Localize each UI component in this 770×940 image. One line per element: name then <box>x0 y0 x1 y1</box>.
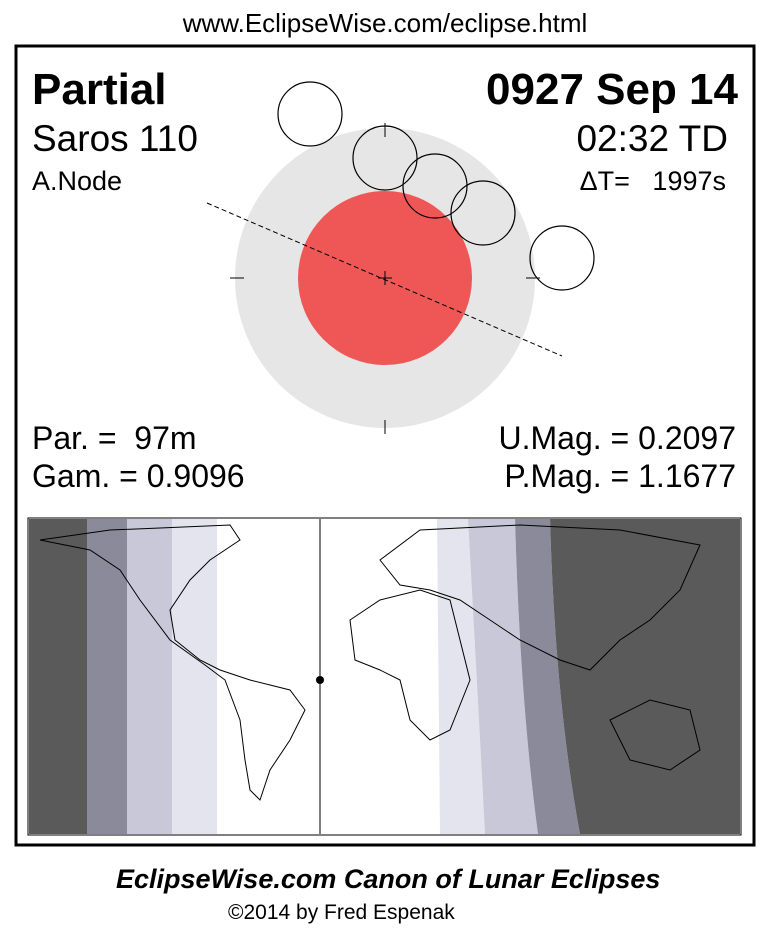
time: 02:32 TD <box>576 118 728 159</box>
copyright: ©2014 by Fred Espenak <box>228 901 455 924</box>
saros: Saros 110 <box>32 118 198 159</box>
pmag: P.Mag. = 1.1677 <box>504 458 736 494</box>
moon-positions <box>277 81 595 291</box>
par: Par. = 97m <box>32 420 197 456</box>
footer-title: EclipseWise.com Canon of Lunar Eclipses <box>116 864 661 894</box>
visibility-map <box>27 517 742 836</box>
eclipse-type: Partial <box>32 65 167 114</box>
eclipse-date: 0927 Sep 14 <box>486 65 738 114</box>
node: A.Node <box>32 166 123 196</box>
url: www.EclipseWise.com/eclipse.html <box>182 8 588 38</box>
delta-t: ΔT= 1997s <box>579 166 726 196</box>
moon-path <box>206 202 563 357</box>
frame <box>14 44 756 847</box>
gam: Gam. = 0.9096 <box>32 458 245 494</box>
umag: U.Mag. = 0.2097 <box>498 420 736 456</box>
